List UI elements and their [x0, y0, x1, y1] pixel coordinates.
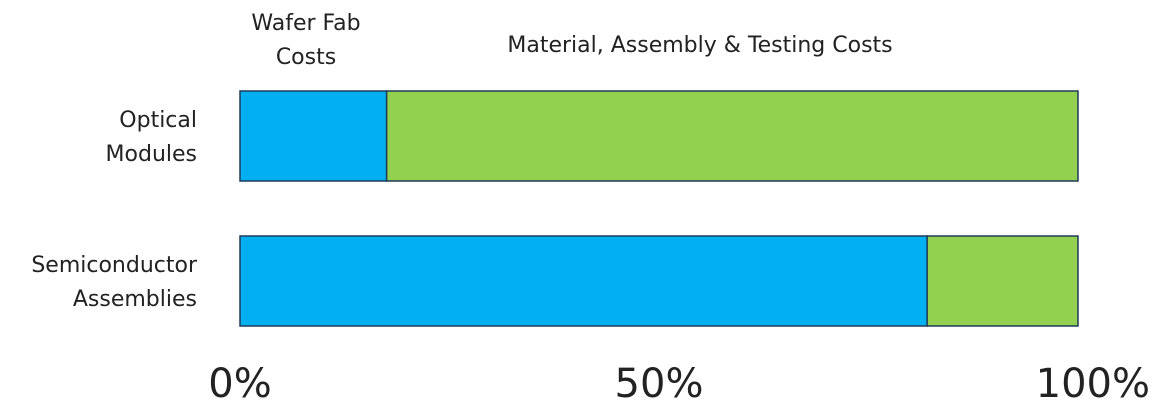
- bar-segment-2-series-1: [240, 236, 927, 326]
- category-labels: Optical Modules Semiconductor Assemblies: [31, 108, 198, 312]
- x-tick-label-3: 100%: [1036, 361, 1150, 401]
- x-axis-ticks: 0% 50% 100%: [208, 361, 1150, 401]
- bar-segment-1-series-2: [387, 91, 1078, 181]
- category-label-1: Optical Modules: [106, 108, 197, 167]
- bar-segment-1-series-1: [240, 91, 387, 181]
- legend-label-2: Material, Assembly & Testing Costs: [507, 33, 892, 58]
- legend: Wafer Fab Costs Material, Assembly & Testi…: [251, 11, 892, 70]
- bars: [240, 91, 1078, 326]
- x-tick-label-2: 50%: [615, 361, 704, 401]
- x-tick-label-1: 0%: [208, 361, 271, 401]
- legend-label-1: Wafer Fab Costs: [251, 11, 360, 70]
- category-label-2: Semiconductor Assemblies: [31, 253, 198, 312]
- bar-segment-2-series-2: [927, 236, 1078, 326]
